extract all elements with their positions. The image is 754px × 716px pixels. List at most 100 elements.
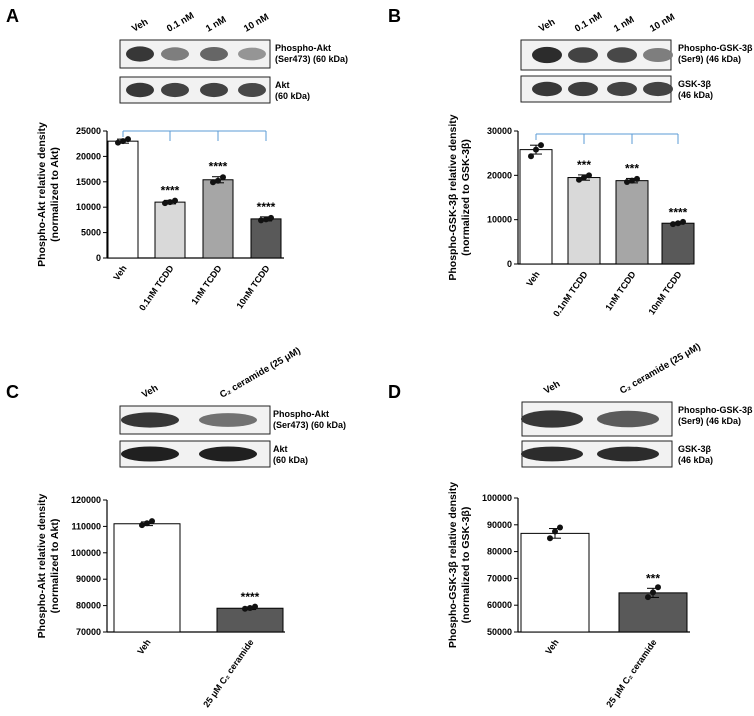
data-point [552,528,558,535]
y-tick-label: 20000 [487,170,512,180]
panel-d: D Veh C₂ ceramide (25 μM) Phospho-GSK-3β(Se… [388,341,753,709]
data-point [547,535,553,542]
y-tick-label: 5000 [81,228,101,238]
blot-band [200,47,228,61]
x-tick-label: 10nM TCDD [646,269,683,317]
data-point [655,584,661,591]
bar [661,222,695,265]
data-point [528,153,534,160]
y-tick-label: 0 [507,259,512,269]
blot-column-label: Veh [537,17,557,35]
blot-band [643,47,673,63]
data-point [149,518,155,525]
data-point [670,221,676,228]
y-axis-label-line: (normalized to Akt) [49,519,61,614]
blot-row-label: Phospho-GSK-3β [678,43,753,53]
y-tick-label: 100000 [71,548,101,558]
data-point [167,199,173,206]
y-axis-label-line: Phospho-GSK-3β relative density [447,482,459,648]
blot-row-label: (60 kDa) [275,91,310,101]
blot-band [521,446,583,462]
y-axis-label-line: Phospho-Akt relative density [36,122,48,267]
blot-row-label: (Ser9) (46 kDa) [678,54,741,64]
panel-letter: C [6,382,19,402]
y-tick-label: 15000 [76,177,101,187]
blot-column-label: Veh [542,379,562,397]
bar [107,140,139,259]
blot-column-label: C₂ ceramide (25 μM) [218,345,303,400]
blot-band [121,446,179,462]
blot-band [521,410,583,428]
data-point [162,200,168,207]
y-tick-label: 20000 [76,151,101,161]
x-tick-label: Veh [543,637,560,656]
data-point [258,217,264,224]
significance-label: **** [241,590,260,604]
x-tick-label: 25 μM C₂ ceramide [201,637,255,709]
blot-column-label: 1 nM [204,14,228,34]
bar [618,592,688,633]
data-point [586,172,592,179]
blot-band [199,446,257,462]
y-tick-label: 70000 [76,627,101,637]
significance-label: **** [209,160,228,174]
y-tick-label: 80000 [76,601,101,611]
data-point [125,136,131,143]
bar-chart: 0 5000 10000 15000 20000 25000 Phospho-Akt rel… [36,122,284,313]
y-tick-label: 80000 [487,547,512,557]
blot-column-label: 0.1 nM [573,10,604,34]
data-point [215,177,221,184]
data-point [263,216,269,223]
blot-band [568,81,598,97]
data-point [139,522,145,529]
x-tick-label: 1nM TCDD [189,263,224,306]
y-axis-label-line: Phospho-GSK-3β relative density [447,114,459,280]
bar [216,607,284,633]
y-tick-label: 110000 [71,521,101,531]
significance-label: *** [577,158,591,172]
data-point [220,174,226,181]
x-tick-label: Veh [135,637,152,656]
data-point [120,138,126,145]
y-tick-label: 100000 [482,493,512,503]
y-tick-label: 70000 [487,573,512,583]
blot-band [607,81,637,97]
blot-row-label: (46 kDa) [678,455,713,465]
data-point [629,177,635,184]
x-tick-label: 1nM TCDD [603,269,638,312]
data-point [242,605,248,612]
data-point [172,197,178,204]
panel-a: A Veh 0.1 nM 1 nM 10 nM Phospho-Akt(Ser473) (… [6,6,348,313]
blot-row-label: Akt [273,444,288,454]
y-axis-label-line: Phospho-Akt relative density [36,493,48,638]
y-tick-label: 60000 [487,600,512,610]
panel-letter: D [388,382,401,402]
blot-band [238,47,266,61]
blot-row-label: Phospho-GSK-3β [678,405,753,415]
y-tick-label: 90000 [487,520,512,530]
blot-band [121,412,179,428]
y-axis-label: Phospho-GSK-3β relative density(normaliz… [447,482,472,648]
significance-label: *** [625,161,639,175]
y-axis-label-line: (normalized to GSK-3β) [460,507,472,624]
blot-row-label: (Ser473) (60 kDa) [273,420,346,430]
blot-band [238,82,266,98]
western-blot: Veh C₂ ceramide (25 μM) Phospho-Akt(Ser473… [119,345,346,468]
blot-row-label: (46 kDa) [678,90,713,100]
y-axis-label: Phospho-Akt relative density(normalized … [36,493,61,638]
bar [520,532,590,633]
blot-column-label: 10 nM [242,12,271,35]
bar [519,149,553,265]
bar-chart: 0 10000 20000 30000 Phospho-GSK-3β relative … [447,114,695,319]
blot-row-label: GSK-3β [678,444,712,454]
bar [154,201,186,259]
blot-band [199,413,257,427]
blot-column-label: Veh [140,383,160,401]
significance-label: **** [257,200,276,214]
blot-row-label: (60 kDa) [273,455,308,465]
panel-c: C Veh C₂ ceramide (25 μM) Phospho-Akt(Ser47… [6,345,346,709]
blot-band [597,410,659,428]
blot-row-label: GSK-3β [678,79,712,89]
data-point [268,214,274,221]
x-tick-label: 10nM TCDD [234,263,271,311]
